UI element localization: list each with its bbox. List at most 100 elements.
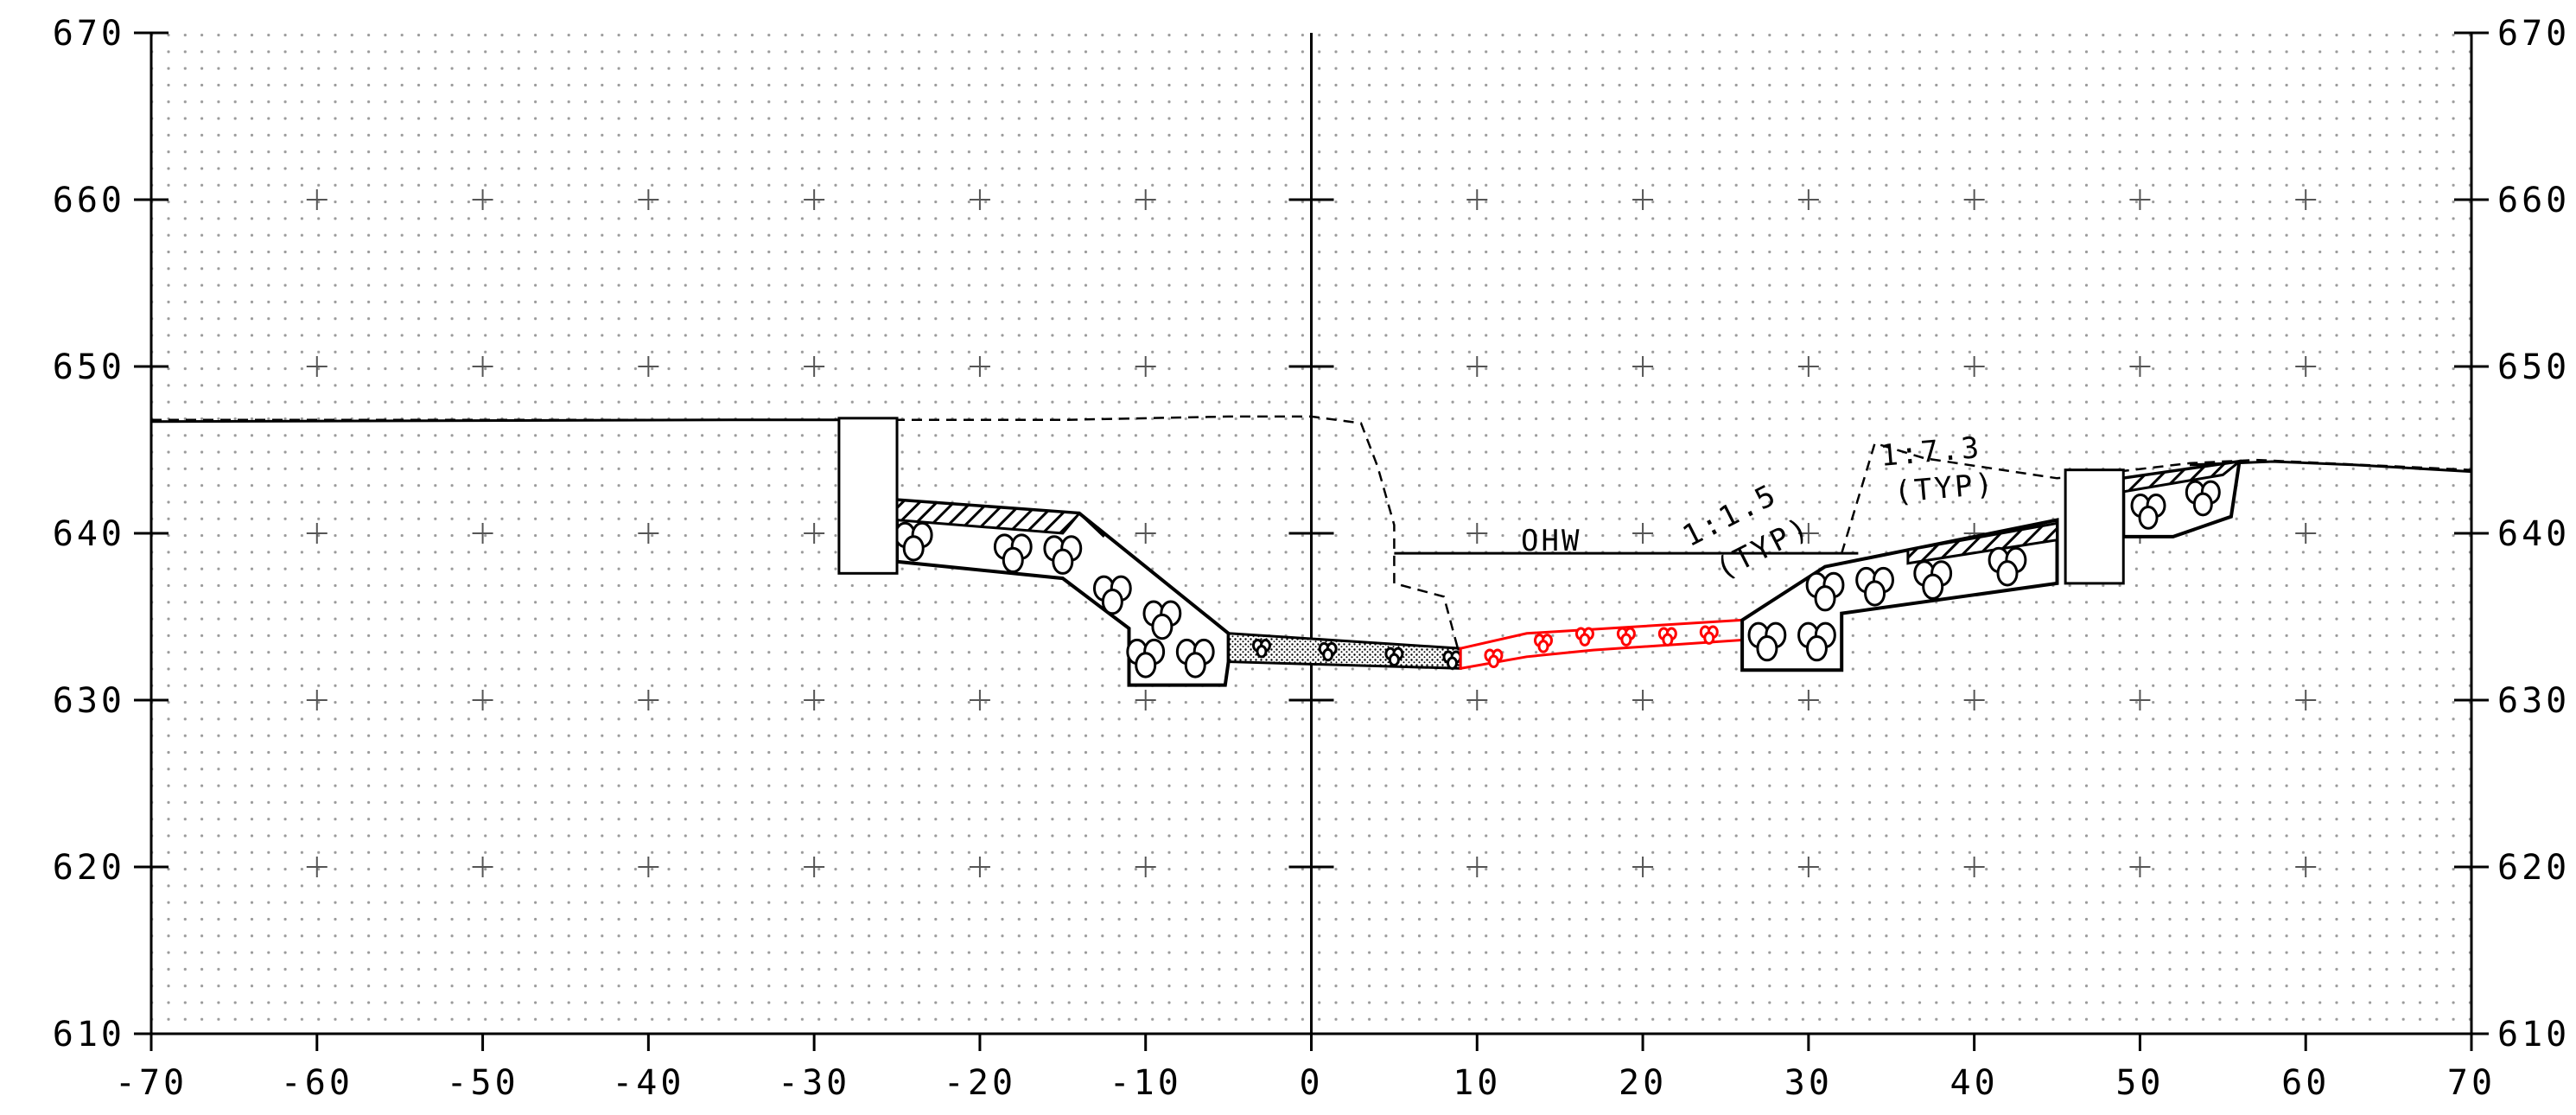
channel-structures	[150, 415, 2472, 687]
grid-cross	[969, 189, 990, 210]
rock-ellipse	[1996, 560, 2019, 587]
grid-cross	[969, 857, 990, 877]
x-tick-label: -10	[1110, 1063, 1182, 1103]
y-tick-label-right: 630	[2497, 681, 2570, 721]
grid-cross	[2129, 857, 2151, 877]
rock-ellipse	[1322, 647, 1334, 662]
ohw-label: OHW	[1521, 524, 1581, 558]
grid-cross	[472, 189, 493, 210]
rock-ellipse	[1620, 633, 1632, 647]
grid-cross	[1466, 189, 1488, 210]
riprap-rock	[1988, 546, 2027, 587]
grid-cross	[638, 523, 659, 544]
x-tick-label: -50	[446, 1063, 518, 1103]
rock-ellipse	[1662, 633, 1674, 647]
riprap-rock	[1126, 638, 1166, 679]
x-tick-label: -30	[778, 1063, 850, 1103]
y-tick-label-left: 640	[53, 514, 125, 554]
rock-ellipse	[1805, 635, 1828, 662]
rock-ellipse	[1052, 548, 1074, 575]
riprap-rock	[1616, 627, 1636, 647]
riprap-rock	[993, 533, 1033, 573]
x-tick-label: -20	[944, 1063, 1016, 1103]
grid-cross	[969, 356, 990, 377]
riprap-rock	[1142, 600, 1182, 640]
riprap-rock	[1913, 560, 1953, 600]
grid-cross	[2129, 690, 2151, 710]
rock-ellipse	[1151, 613, 1174, 640]
x-tick-label: 30	[1784, 1063, 1833, 1103]
rock-ellipse	[1579, 633, 1591, 647]
rock-ellipse	[1447, 656, 1459, 670]
y-tick-label-left: 650	[53, 347, 125, 387]
riprap-rock	[1384, 647, 1404, 667]
grid-cross	[472, 690, 493, 710]
grid-cross	[1135, 857, 1156, 877]
rock-ellipse	[2138, 506, 2159, 530]
grid-cross	[969, 690, 990, 710]
x-tick-label: 60	[2281, 1063, 2330, 1103]
grid-cross	[1135, 690, 1156, 710]
grid-cross	[2129, 189, 2151, 210]
y-tick-label-left: 670	[53, 14, 125, 54]
y-axis-ticks: 610 620 630 640 650 660 670 610 620 630 640 650 660 6…	[53, 14, 2570, 1054]
x-tick-label: 70	[2447, 1063, 2496, 1103]
grid-cross	[804, 523, 825, 544]
grid-cross	[1632, 857, 1654, 877]
rock-ellipse	[1922, 573, 1944, 600]
riprap-rock	[1747, 621, 1787, 662]
riprap-left	[895, 498, 1231, 687]
y-tick-label-right: 660	[2497, 181, 2570, 220]
x-tick-label: 40	[1950, 1063, 1999, 1103]
grid-cross	[2295, 857, 2317, 877]
grid-cross	[1797, 356, 1819, 377]
x-tick-label: -70	[115, 1063, 188, 1103]
rock-ellipse	[1101, 588, 1123, 615]
grid-cross	[638, 857, 659, 877]
grid-cross	[1797, 857, 1819, 877]
rock-ellipse	[1487, 654, 1499, 668]
y-tick-label-right: 620	[2497, 848, 2570, 888]
y-tick-label-left: 610	[53, 1015, 125, 1054]
x-tick-label: 50	[2115, 1063, 2164, 1103]
riprap-rock	[1484, 648, 1504, 668]
grid-cross	[1797, 189, 1819, 210]
grid-cross	[2129, 356, 2151, 377]
grid-cross	[2295, 189, 2317, 210]
grid-cross	[1963, 857, 1985, 877]
grid-cross	[1797, 690, 1819, 710]
grid-cross	[1466, 690, 1488, 710]
grid-cross	[1632, 189, 1654, 210]
riprap-rock	[1574, 627, 1594, 647]
riprap-rock	[1318, 641, 1338, 662]
x-tick-label: 20	[1619, 1063, 1667, 1103]
grid-cross	[638, 356, 659, 377]
rock-ellipse	[1002, 546, 1024, 573]
grid-cross	[1963, 690, 1985, 710]
riprap-rock	[1699, 625, 1719, 645]
grid-cross	[2295, 523, 2317, 544]
grid-cross	[306, 523, 328, 544]
grid-cross	[306, 356, 328, 377]
rock-ellipse	[1184, 652, 1206, 679]
riprap-rock	[1657, 627, 1677, 647]
grid-cross	[638, 690, 659, 710]
grid-cross	[804, 189, 825, 210]
riprap-rock	[1175, 638, 1215, 679]
riprap-rock	[1534, 634, 1553, 653]
y-tick-label-left: 620	[53, 848, 125, 888]
riprap-rock	[1855, 566, 1894, 607]
x-tick-label: -40	[612, 1063, 684, 1103]
y-tick-label-left: 660	[53, 181, 125, 220]
rock-ellipse	[1256, 644, 1268, 659]
grid-cross	[1632, 356, 1654, 377]
rock-ellipse	[1864, 580, 1886, 607]
grid-cross	[804, 857, 825, 877]
riprap-rock	[1092, 575, 1132, 615]
y-tick-label-right: 610	[2497, 1015, 2570, 1054]
grid-cross	[1632, 523, 1654, 544]
grid-cross	[1135, 356, 1156, 377]
grid-cross	[1466, 857, 1488, 877]
grid-cross	[306, 189, 328, 210]
